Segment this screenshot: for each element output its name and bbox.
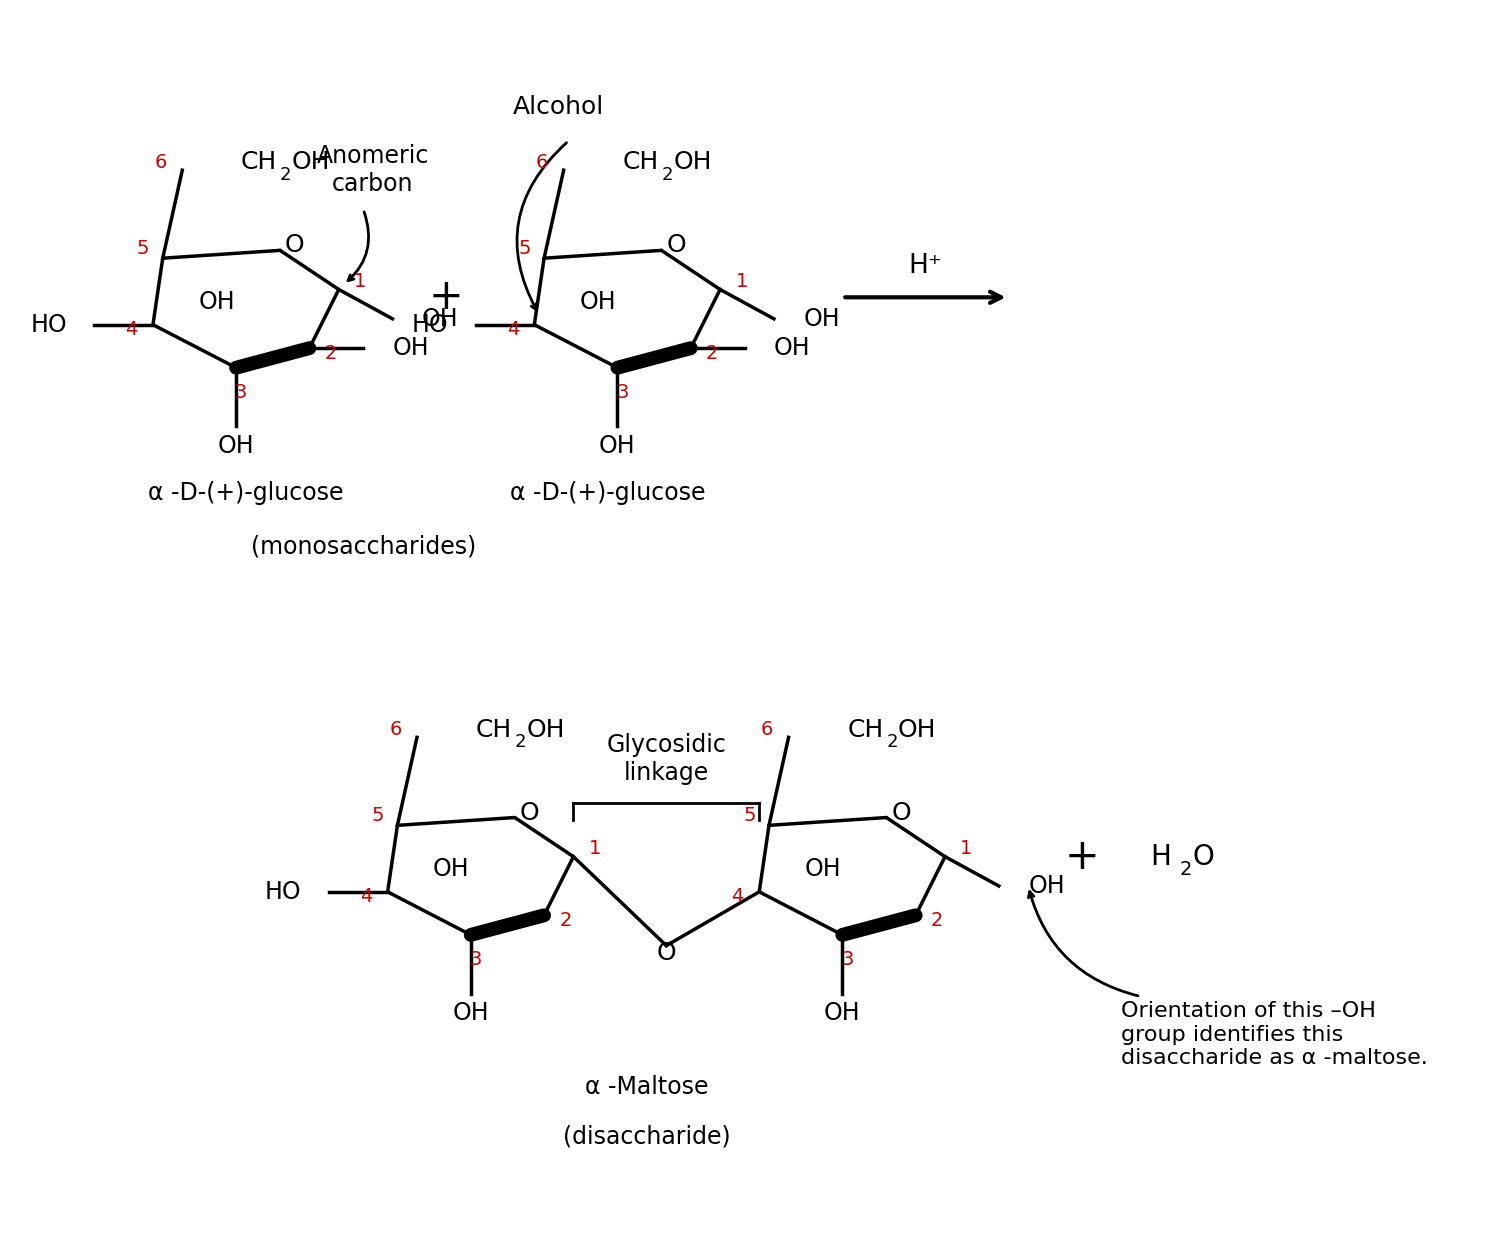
Text: 6: 6 [761,720,773,739]
Text: O: O [892,801,911,825]
Text: O: O [666,233,687,258]
Text: OH: OH [453,1001,489,1025]
Text: H⁺: H⁺ [908,253,943,279]
Text: OH: OH [803,306,839,331]
Text: OH: OH [217,434,255,458]
Text: (disaccharide): (disaccharide) [564,1125,730,1148]
Text: 2: 2 [661,166,673,184]
Text: 5: 5 [744,806,755,825]
Text: CH: CH [475,718,511,742]
Text: 3: 3 [616,383,628,402]
Text: OH: OH [526,718,565,742]
Text: 5: 5 [372,806,384,825]
Text: OH: OH [824,1001,860,1025]
Text: 2: 2 [559,910,571,930]
Text: α -Maltose: α -Maltose [585,1075,709,1100]
Text: O: O [520,801,540,825]
Text: OH: OH [421,306,459,331]
Text: OH: OH [393,336,429,360]
Text: OH: OH [433,857,469,882]
Text: (monosaccharides): (monosaccharides) [250,534,475,559]
Text: 2: 2 [514,733,526,751]
Text: O: O [1192,843,1214,870]
Text: 4: 4 [732,888,744,906]
Text: +: + [429,277,463,319]
Text: O: O [657,941,676,966]
Text: 2: 2 [280,166,292,184]
Text: 5: 5 [136,239,150,258]
Text: 4: 4 [126,320,138,339]
Text: 1: 1 [961,839,973,858]
Text: OH: OH [673,150,712,175]
Text: 2: 2 [886,733,898,751]
Text: HO: HO [412,312,448,337]
Text: OH: OH [600,434,636,458]
Text: OH: OH [805,857,841,882]
Text: +: + [1064,836,1099,878]
Text: HO: HO [265,880,301,904]
Text: HO: HO [30,312,67,337]
Text: 2: 2 [1180,859,1192,879]
Text: 1: 1 [354,272,366,291]
Text: CH: CH [622,150,658,175]
Text: α -D-(+)-glucose: α -D-(+)-glucose [148,481,343,505]
Text: α -D-(+)-glucose: α -D-(+)-glucose [510,481,706,505]
Text: OH: OH [773,336,811,360]
Text: Alcohol: Alcohol [513,94,604,119]
Text: Glycosidic
linkage: Glycosidic linkage [607,733,727,785]
Text: Anomeric
carbon: Anomeric carbon [316,144,429,196]
Text: 4: 4 [507,320,519,339]
Text: OH: OH [1028,874,1064,898]
Text: 2: 2 [931,910,943,930]
Text: 1: 1 [589,839,601,858]
Text: OH: OH [292,150,330,175]
Text: 3: 3 [235,383,247,402]
Text: 4: 4 [360,888,372,906]
Text: Orientation of this –OH
group identifies this
disaccharide as α -maltose.: Orientation of this –OH group identifies… [1121,1002,1427,1068]
Text: 6: 6 [390,720,402,739]
Text: 3: 3 [469,950,481,968]
Text: OH: OH [198,290,235,314]
Text: 2: 2 [325,343,337,362]
Text: CH: CH [847,718,883,742]
Text: H: H [1150,843,1171,870]
Text: 2: 2 [706,343,718,362]
Text: CH: CH [241,150,277,175]
Text: 5: 5 [519,239,531,258]
Text: 1: 1 [736,272,748,291]
Text: OH: OH [580,290,616,314]
Text: O: O [285,233,304,258]
Text: OH: OH [898,718,937,742]
Text: 6: 6 [537,153,549,172]
Text: 3: 3 [841,950,853,968]
Text: 6: 6 [154,153,166,172]
